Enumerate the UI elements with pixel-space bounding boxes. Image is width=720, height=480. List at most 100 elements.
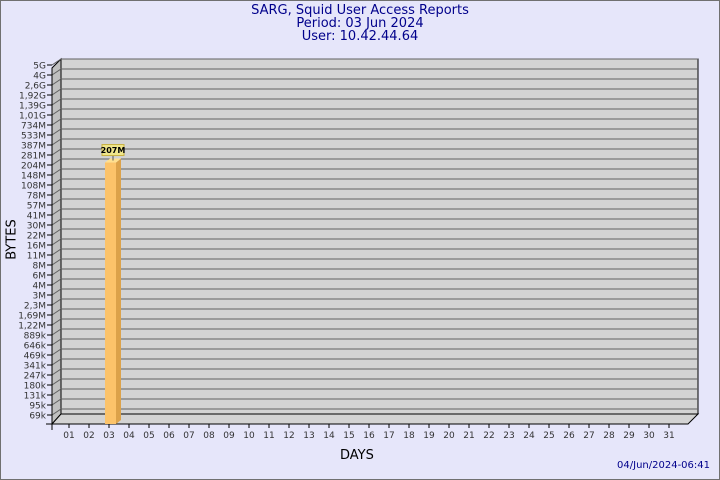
gridline: [51, 238, 698, 246]
x-tick-label: 26: [563, 431, 575, 441]
y-tick-label: 22M: [27, 232, 46, 242]
x-tick-label: 07: [183, 431, 194, 441]
y-tick-label: 16M: [27, 242, 46, 252]
x-tick-label: 05: [143, 431, 154, 441]
y-tick-label: 469k: [24, 352, 47, 362]
y-tick-label: 2,6G: [25, 82, 46, 92]
gridline: [51, 68, 698, 76]
plot-floor: [50, 413, 700, 425]
x-tick-label: 25: [543, 431, 554, 441]
gridline: [51, 378, 698, 386]
x-tick-label: 22: [483, 431, 494, 441]
gridline: [51, 158, 698, 166]
x-tick-label: 03: [103, 431, 114, 441]
x-tick-label: 28: [603, 431, 615, 441]
x-tick-label: 04: [123, 431, 135, 441]
x-tick-label: 31: [663, 431, 674, 441]
gridline: [51, 388, 698, 396]
gridline: [51, 288, 698, 296]
y-tick-label: 3M: [33, 292, 47, 302]
x-tick-label: 15: [343, 431, 354, 441]
gridline: [51, 168, 698, 176]
gridline: [51, 278, 698, 286]
y-tick-label: 734M: [21, 122, 46, 132]
gridline: [51, 108, 698, 116]
bar-front: [105, 162, 116, 424]
y-tick-label: 4G: [33, 72, 46, 82]
gridline: [51, 118, 698, 126]
y-tick-label: 1,92G: [19, 92, 46, 102]
y-tick-label: 646k: [24, 342, 47, 352]
x-tick-label: 02: [83, 431, 94, 441]
y-tick-label: 69k: [29, 412, 46, 422]
y-tick-label: 11M: [27, 252, 46, 262]
x-tick-label: 18: [403, 431, 415, 441]
x-tick-label: 21: [463, 431, 474, 441]
x-tick-label: 06: [163, 431, 175, 441]
y-tick-label: 1,39G: [19, 102, 46, 112]
gridline: [51, 58, 698, 66]
y-tick-label: 1,01G: [19, 112, 46, 122]
y-tick-label: 247k: [24, 372, 47, 382]
y-tick-label: 2,3M: [24, 302, 46, 312]
y-tick-label: 41M: [27, 212, 46, 222]
gridline: [51, 408, 698, 416]
gridline: [51, 258, 698, 266]
y-tick-label: 4M: [33, 282, 47, 292]
gridline: [51, 178, 698, 186]
y-tick-label: 341k: [24, 362, 47, 372]
x-tick-label: 23: [503, 431, 514, 441]
y-tick-label: 533M: [21, 132, 46, 142]
x-axis-label: DAYS: [340, 448, 374, 463]
gridline: [51, 78, 698, 86]
y-tick-label: 180k: [24, 382, 47, 392]
y-tick-label: 5G: [33, 62, 46, 72]
gridline: [51, 398, 698, 406]
gridline: [51, 98, 698, 106]
x-tick-label: 11: [263, 431, 274, 441]
gridline: [51, 348, 698, 356]
x-tick-label: 13: [303, 431, 314, 441]
y-tick-label: 148M: [21, 172, 46, 182]
gridline: [51, 148, 698, 156]
y-tick-label: 108M: [21, 182, 46, 192]
x-tick-label: 27: [583, 431, 594, 441]
y-tick-label: 387M: [21, 142, 46, 152]
gridline: [51, 268, 698, 276]
y-tick-label: 889k: [24, 332, 47, 342]
gridline: [51, 318, 698, 326]
y-tick-label: 57M: [27, 202, 46, 212]
generated-timestamp: 04/Jun/2024-06:41: [617, 460, 710, 471]
y-tick-label: 95k: [29, 402, 46, 412]
gridline: [51, 188, 698, 196]
x-tick-label: 17: [383, 431, 394, 441]
y-tick-label: 204M: [21, 162, 46, 172]
chart-period: Period: 03 Jun 2024: [296, 16, 424, 31]
gridline: [51, 88, 698, 96]
gridline: [51, 368, 698, 376]
y-tick-label: 1,69M: [18, 312, 46, 322]
x-tick-label: 24: [523, 431, 535, 441]
bar-value-label: 207M: [101, 146, 126, 155]
x-tick-label: 29: [623, 431, 635, 441]
gridline: [51, 328, 698, 336]
chart-title: SARG, Squid User Access Reports: [251, 3, 469, 18]
gridline: [51, 308, 698, 316]
y-tick-label: 78M: [27, 192, 46, 202]
x-tick-label: 01: [63, 431, 74, 441]
x-tick-label: 14: [323, 431, 335, 441]
x-tick-label: 10: [243, 431, 255, 441]
gridline: [51, 198, 698, 206]
gridline: [51, 208, 698, 216]
gridline: [51, 248, 698, 256]
y-tick-label: 131k: [24, 392, 47, 402]
gridline: [51, 298, 698, 306]
gridline: [51, 138, 698, 146]
x-tick-label: 16: [363, 431, 375, 441]
bar-side: [116, 158, 121, 424]
bar-label-box: [101, 144, 125, 157]
plot-back-wall: [60, 58, 699, 415]
x-tick-label: 09: [223, 431, 235, 441]
gridline: [51, 358, 698, 366]
